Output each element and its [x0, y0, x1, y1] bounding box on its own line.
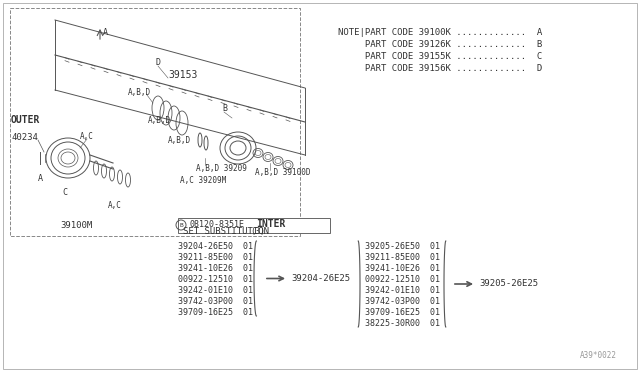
Text: A: A — [103, 28, 108, 37]
Text: B: B — [179, 222, 183, 228]
Text: 39241-10E26  01: 39241-10E26 01 — [178, 264, 253, 273]
Text: 39242-01E10  01: 39242-01E10 01 — [178, 286, 253, 295]
Text: A,C: A,C — [108, 201, 122, 209]
Text: D: D — [155, 58, 160, 67]
Text: 39742-03P00  01: 39742-03P00 01 — [178, 297, 253, 306]
Text: A: A — [38, 173, 43, 183]
Text: A,B,D: A,B,D — [128, 87, 151, 96]
Text: 39211-85E00  01: 39211-85E00 01 — [365, 253, 440, 262]
Text: SET SUBSTITUTION: SET SUBSTITUTION — [183, 227, 269, 235]
Text: 40234: 40234 — [11, 132, 38, 141]
Text: INTER: INTER — [256, 219, 285, 229]
Text: B: B — [222, 103, 227, 112]
Text: 00922-12510  01: 00922-12510 01 — [365, 275, 440, 284]
Text: 00922-12510  01: 00922-12510 01 — [178, 275, 253, 284]
Text: 39100M: 39100M — [60, 221, 92, 230]
Text: 39709-16E25  01: 39709-16E25 01 — [365, 308, 440, 317]
Text: PART CODE 39156K .............  D: PART CODE 39156K ............. D — [338, 64, 542, 73]
Text: 39205-26E25: 39205-26E25 — [479, 279, 538, 289]
Text: PART CODE 39126K .............  B: PART CODE 39126K ............. B — [338, 40, 542, 49]
Text: A,B,D 39209: A,B,D 39209 — [196, 164, 247, 173]
Text: NOTE|PART CODE 39100K .............  A: NOTE|PART CODE 39100K ............. A — [338, 28, 542, 37]
Text: A,C: A,C — [80, 131, 94, 141]
Text: 39709-16E25  01: 39709-16E25 01 — [178, 308, 253, 317]
Text: 39242-01E10  01: 39242-01E10 01 — [365, 286, 440, 295]
Bar — [10, 8, 300, 236]
Text: 39153: 39153 — [168, 70, 197, 80]
Text: OUTER: OUTER — [11, 115, 40, 125]
Bar — [178, 218, 330, 233]
Text: PART CODE 39155K .............  C: PART CODE 39155K ............. C — [338, 52, 542, 61]
Text: A,C 39209M: A,C 39209M — [180, 176, 227, 185]
Text: 39205-26E50  01: 39205-26E50 01 — [365, 242, 440, 251]
Text: 39742-03P00  01: 39742-03P00 01 — [365, 297, 440, 306]
Text: 38225-30R00  01: 38225-30R00 01 — [365, 319, 440, 328]
Text: 39241-10E26  01: 39241-10E26 01 — [365, 264, 440, 273]
Text: C: C — [62, 187, 67, 196]
Text: A39*0022: A39*0022 — [580, 351, 617, 360]
Text: A,B,D: A,B,D — [168, 135, 191, 144]
Text: 39211-85E00  01: 39211-85E00 01 — [178, 253, 253, 262]
Text: 08120-8351E: 08120-8351E — [189, 219, 244, 228]
Text: (3): (3) — [250, 227, 265, 235]
Text: A,B,D: A,B,D — [148, 115, 171, 125]
Text: 39204-26E25: 39204-26E25 — [291, 274, 350, 283]
Text: 39204-26E50  01: 39204-26E50 01 — [178, 242, 253, 251]
Text: A,B,D 39100D: A,B,D 39100D — [255, 167, 310, 176]
